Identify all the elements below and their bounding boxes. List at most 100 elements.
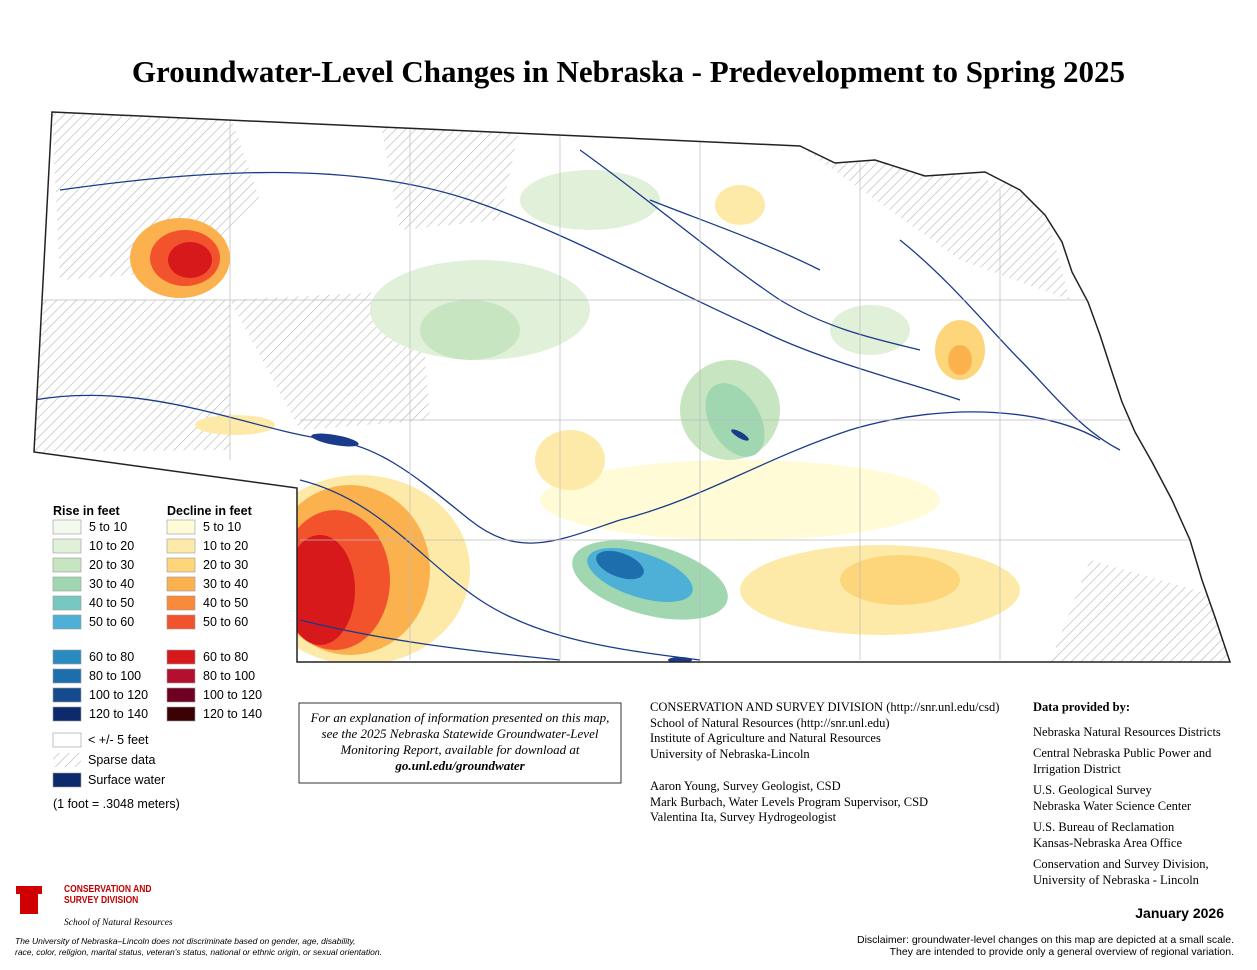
provider-line: University of Nebraska - Lincoln [1033, 872, 1199, 887]
legend-swatch [166, 614, 196, 630]
legend-label: 50 to 60 [89, 615, 134, 629]
legend-swatch [52, 519, 82, 535]
legend-label: 30 to 40 [89, 577, 134, 591]
credit-line: Institute of Agriculture and Natural Res… [650, 731, 881, 745]
map-title: Groundwater-Level Changes in Nebraska - … [131, 54, 1126, 89]
legend-swatch [166, 538, 196, 554]
date: January 2026 [1135, 905, 1224, 921]
legend-swatch [166, 649, 196, 665]
explanation: For an explanation of information presen… [302, 710, 618, 774]
legend-label: 80 to 100 [89, 669, 141, 683]
provider-line: Kansas-Nebraska Area Office [1033, 835, 1183, 850]
credit-line: CONSERVATION AND SURVEY DIVISION (http:/… [650, 700, 1000, 714]
legend-swatch [166, 557, 196, 573]
legend-swatch [52, 576, 82, 592]
legend-label: 10 to 20 [89, 539, 134, 553]
legend-label: 60 to 80 [89, 650, 134, 664]
explanation-text: For an explanation of information presen… [310, 710, 610, 757]
legend-swatch [52, 732, 82, 748]
credit-line: Mark Burbach, Water Levels Program Super… [650, 794, 929, 809]
state-outline [33, 111, 1232, 663]
provider-line: U.S. Bureau of Reclamation [1033, 820, 1175, 834]
map-body [34, 112, 1230, 662]
notice-line: race, color, religion, marital status, v… [15, 947, 382, 957]
credit-line: Aaron Young, Survey Geologist, CSD [650, 779, 841, 793]
legend-swatch [166, 519, 196, 535]
legend-title: Decline in feet [167, 504, 252, 518]
legend-swatch [52, 538, 82, 554]
explanation-box [298, 702, 622, 784]
legend-label: 40 to 50 [203, 596, 248, 610]
legend-swatch [52, 649, 82, 665]
provider-line: Nebraska Natural Resources Districts [1033, 724, 1221, 739]
legend-label: 40 to 50 [89, 596, 134, 610]
legend-label: < +/- 5 feet [88, 733, 149, 747]
legend-swatch [52, 557, 82, 573]
legend-note: (1 foot = .3048 meters) [53, 797, 180, 811]
disclaimer-line: Disclaimer: groundwater-level changes on… [856, 934, 1234, 946]
legend-swatch [166, 595, 196, 611]
legend-label: 20 to 30 [89, 558, 134, 572]
decline-areas [130, 185, 1020, 662]
legend-label: 120 to 140 [203, 707, 262, 721]
legend-label: 100 to 120 [89, 688, 148, 702]
disclaimer: Disclaimer: groundwater-level changes on… [857, 934, 1234, 958]
credits: CONSERVATION AND SURVEY DIVISION (http:/… [650, 700, 999, 826]
credit-line: School of Natural Resources (http://snr.… [650, 715, 890, 730]
legend-label: 60 to 80 [203, 650, 248, 664]
providers-title: Data provided by: [1033, 700, 1131, 714]
logo-text: CONSERVATION AND SURVEY DIVISION [64, 884, 152, 906]
legend-label: 50 to 60 [203, 615, 248, 629]
legend-swatch [52, 706, 82, 722]
legend-swatch [52, 772, 82, 788]
legend-label: 10 to 20 [203, 539, 248, 553]
legend-swatch [166, 706, 196, 722]
provider-line: Irrigation District [1033, 761, 1121, 776]
logo-n [16, 886, 42, 914]
rivers [34, 149, 1121, 661]
legend-title: Rise in feet [53, 504, 120, 518]
legend-swatch [52, 614, 82, 630]
logo-school: School of Natural Resources [64, 918, 173, 928]
provider: Nebraska Natural Resources Districts [1033, 725, 1221, 741]
provider: U.S. Bureau of Reclamation Kansas-Nebrask… [1033, 820, 1221, 851]
legend-label: 80 to 100 [203, 669, 255, 683]
legend-label: 30 to 40 [203, 577, 248, 591]
legend-label: 20 to 30 [203, 558, 248, 572]
legend-label: 5 to 10 [89, 520, 127, 534]
sparse-area [380, 120, 520, 230]
legend-swatch [52, 595, 82, 611]
nondiscrimination: The University of Nebraska–Lincoln does … [15, 936, 382, 958]
legend-label: 100 to 120 [203, 688, 262, 702]
legend-label: Sparse data [88, 753, 155, 767]
sparse-area [34, 300, 230, 452]
notice-line: The University of Nebraska–Lincoln does … [15, 936, 356, 946]
provider: U.S. Geological Survey Nebraska Water Sci… [1033, 783, 1221, 814]
legend-swatch [166, 687, 196, 703]
logo-line: CONSERVATION AND [64, 884, 152, 895]
provider: Conservation and Survey Division, Univers… [1033, 857, 1221, 888]
credit-line: University of Nebraska-Lincoln [650, 746, 810, 761]
credit-line: Valentina Ita, Survey Hydrogeologist [650, 810, 837, 824]
legend-swatch [52, 668, 82, 684]
explanation-link: go.unl.edu/groundwater [395, 758, 525, 773]
provider-line: Nebraska Water Science Center [1033, 798, 1192, 813]
sparse-area [1050, 560, 1230, 662]
legend-label: 120 to 140 [89, 707, 148, 721]
data-providers: Data provided by: Nebraska Natural Resou… [1033, 700, 1221, 894]
provider: Central Nebraska Public Power and Irrigat… [1033, 746, 1221, 777]
legend-swatch [166, 668, 196, 684]
sparse-area [800, 146, 1070, 300]
legend-swatch [166, 576, 196, 592]
legend-swatch [53, 753, 81, 767]
disclaimer-line: They are intended to provide only a gene… [889, 946, 1234, 958]
legend-swatch [52, 687, 82, 703]
logo-line: SURVEY DIVISION [64, 895, 139, 906]
provider-line: U.S. Geological Survey [1033, 783, 1152, 797]
county-lines [40, 115, 1190, 660]
provider-line: Conservation and Survey Division, [1033, 857, 1209, 871]
legend-label: Surface water [88, 773, 165, 787]
legend: 5 to 10 10 to 20 20 to 30 30 to 40 40 to 50 5… [52, 519, 262, 788]
